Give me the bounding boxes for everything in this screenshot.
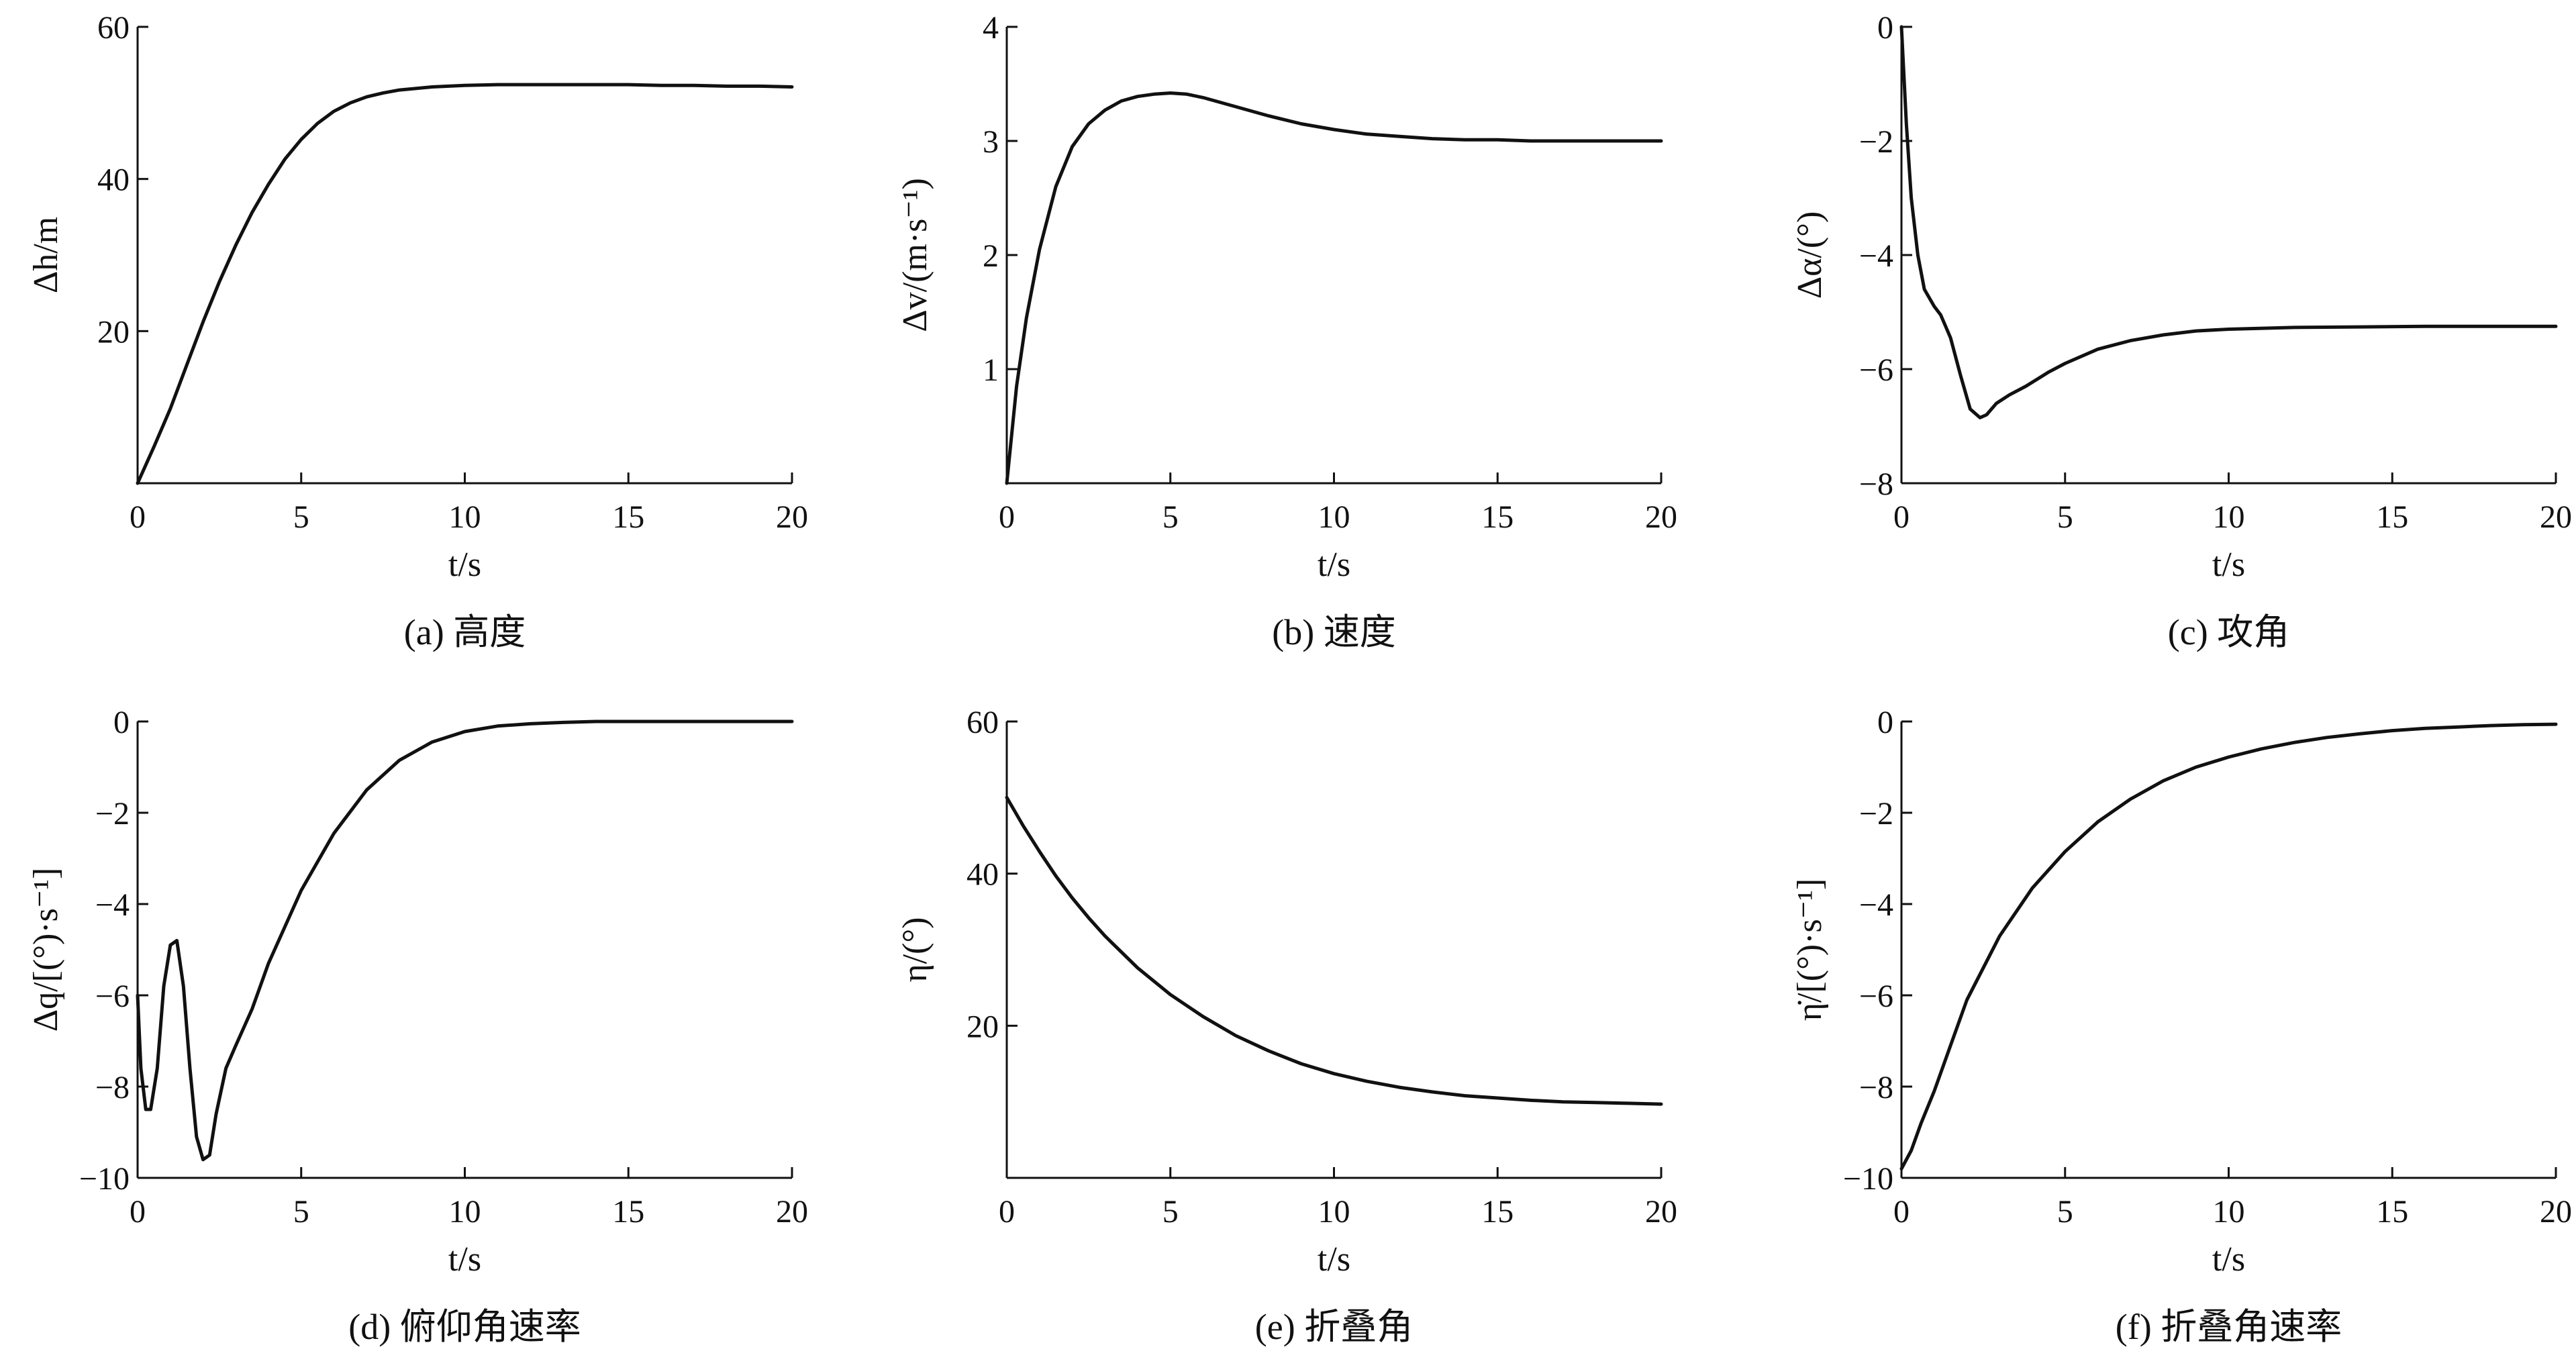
x-tick-label: 5 — [2057, 499, 2073, 535]
y-tick-label: 60 — [967, 705, 999, 740]
y-tick-label: −4 — [1859, 887, 1893, 923]
y-tick-label: 1 — [983, 352, 999, 388]
y-tick-label: 20 — [967, 1009, 999, 1044]
x-tick-label: 10 — [1318, 499, 1350, 535]
x-tick-label: 5 — [293, 1194, 309, 1230]
y-tick-label: −8 — [95, 1070, 130, 1105]
y-axis-label: η/(°) — [896, 917, 934, 982]
y-tick-label: 4 — [983, 10, 999, 46]
x-tick-label: 0 — [1893, 499, 1910, 535]
y-tick-label: −4 — [95, 887, 130, 923]
y-tick-label: −2 — [95, 796, 130, 832]
y-axis-label: η̇/[(°)·s⁻¹] — [1791, 879, 1829, 1021]
x-tick-label: 10 — [449, 1194, 481, 1230]
y-tick-label: −4 — [1859, 238, 1893, 274]
panel-b-velocity: 0 5 10 15 20 1 2 3 4 t/s Δv/(m·s⁻¹) (b) 速度 — [896, 10, 1677, 652]
x-tick-label: 20 — [1645, 1194, 1677, 1230]
y-tick-label: 0 — [1877, 705, 1893, 740]
y-axis-label: Δq/[(°)·s⁻¹] — [27, 868, 65, 1032]
panel-caption: (b) 速度 — [1272, 612, 1395, 652]
x-tick-label: 15 — [612, 1194, 644, 1230]
x-axis-label: t/s — [448, 1240, 481, 1279]
panel-caption: (f) 折叠角速率 — [2116, 1307, 2342, 1347]
x-axis-label: t/s — [448, 546, 481, 584]
panel-e-fold-angle: 0 5 10 15 20 20 40 60 t/s η/(°) (e) 折叠角 — [896, 705, 1677, 1347]
x-tick-label: 10 — [2213, 1194, 2245, 1230]
x-tick-label: 20 — [1645, 499, 1677, 535]
y-tick-label: −2 — [1859, 124, 1893, 160]
x-tick-label: 0 — [130, 499, 146, 535]
series-line — [136, 719, 794, 1162]
x-axis-label: t/s — [2212, 1240, 2245, 1279]
x-tick-label: 15 — [2376, 1194, 2408, 1230]
y-tick-label: 2 — [983, 238, 999, 274]
panel-f-fold-angle-rate: 0 5 10 15 20 0 −2 −4 −6 −8 −10 t/s η̇/[(°)·s⁻¹] (f) 折… — [1791, 705, 2572, 1347]
y-tick-label: −10 — [1843, 1161, 1893, 1197]
y-tick-label: −10 — [79, 1161, 130, 1197]
panel-caption: (a) 高度 — [404, 612, 526, 652]
x-tick-label: 5 — [2057, 1194, 2073, 1230]
y-axis-label: Δh/m — [27, 217, 65, 293]
x-tick-label: 20 — [2540, 499, 2572, 535]
y-tick-label: −6 — [95, 979, 130, 1014]
y-tick-label: 0 — [113, 705, 130, 740]
x-tick-label: 0 — [999, 1194, 1015, 1230]
panel-a-height: 0 5 10 15 20 20 40 60 t/s Δh/m (a) 高度 — [27, 10, 808, 652]
panel-c-angle-of-attack: 0 5 10 15 20 0 −2 −4 −6 −8 t/s Δα/(°) (c) 攻角 — [1791, 10, 2572, 652]
x-tick-label: 0 — [999, 499, 1015, 535]
x-tick-label: 10 — [1318, 1194, 1350, 1230]
x-tick-label: 20 — [776, 1194, 808, 1230]
y-tick-label: 3 — [983, 124, 999, 160]
series-line — [1899, 25, 2558, 419]
x-tick-label: 15 — [612, 499, 644, 535]
x-tick-label: 15 — [1481, 499, 1514, 535]
x-tick-label: 0 — [1893, 1194, 1910, 1230]
y-tick-label: 40 — [967, 857, 999, 893]
y-tick-label: −8 — [1859, 466, 1893, 502]
x-tick-label: 20 — [776, 499, 808, 535]
y-tick-label: −2 — [1859, 796, 1893, 832]
y-tick-label: 40 — [97, 162, 130, 198]
x-tick-label: 15 — [1481, 1194, 1514, 1230]
series-line — [136, 83, 794, 485]
x-tick-label: 20 — [2540, 1194, 2572, 1230]
x-tick-label: 0 — [130, 1194, 146, 1230]
x-tick-label: 5 — [1162, 499, 1179, 535]
x-tick-label: 15 — [2376, 499, 2408, 535]
y-tick-label: 0 — [1877, 10, 1893, 46]
x-tick-label: 5 — [1162, 1194, 1179, 1230]
x-axis-label: t/s — [1318, 1240, 1350, 1279]
panel-caption: (d) 俯仰角速率 — [348, 1307, 581, 1347]
panel-caption: (c) 攻角 — [2168, 612, 2289, 652]
series-line — [1005, 91, 1663, 485]
y-tick-label: 20 — [97, 314, 130, 350]
panel-caption: (e) 折叠角 — [1255, 1307, 1413, 1347]
y-axis-label: Δv/(m·s⁻¹) — [896, 178, 934, 332]
y-tick-label: −6 — [1859, 352, 1893, 388]
x-axis-label: t/s — [1318, 546, 1350, 584]
y-axis-label: Δα/(°) — [1791, 211, 1829, 299]
x-tick-label: 5 — [293, 499, 309, 535]
y-tick-label: −6 — [1859, 979, 1893, 1014]
series-line — [1899, 722, 2558, 1170]
y-tick-label: −8 — [1859, 1070, 1893, 1105]
x-tick-label: 10 — [2213, 499, 2245, 535]
y-tick-label: 60 — [97, 10, 130, 46]
x-axis-label: t/s — [2212, 546, 2245, 584]
series-line — [1005, 795, 1663, 1106]
x-tick-label: 10 — [449, 499, 481, 535]
panel-d-pitch-rate: 0 5 10 15 20 0 −2 −4 −6 −8 −10 t/s Δq/[(°)·s⁻¹] (d) 俯… — [27, 705, 808, 1347]
